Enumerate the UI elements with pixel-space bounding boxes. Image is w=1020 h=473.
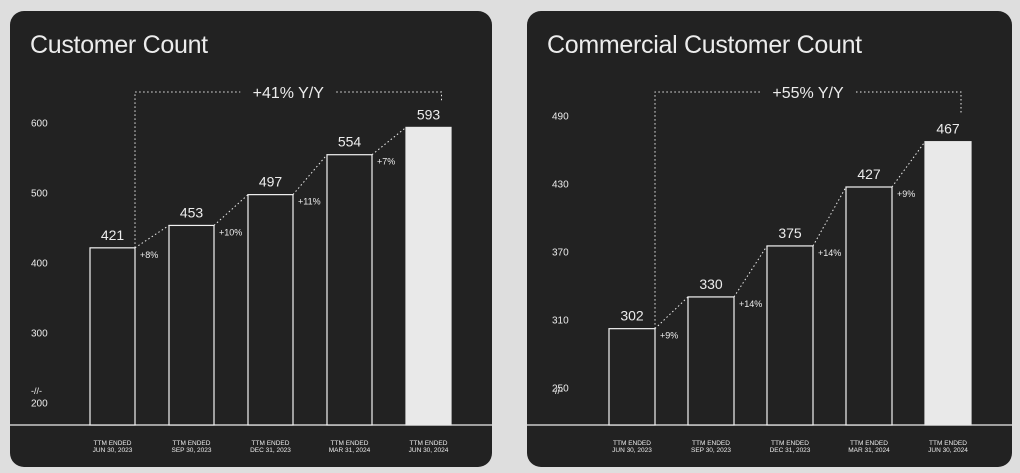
y-tick-label: 400 xyxy=(31,259,48,270)
axis-break-label: -//- xyxy=(31,386,42,396)
bar xyxy=(247,194,294,426)
x-tick-label: MAR 31, 2024 xyxy=(329,447,371,454)
growth-label: +7% xyxy=(377,157,395,167)
bar xyxy=(405,126,452,426)
x-tick-label: TTM ENDED xyxy=(410,440,448,447)
bar-value-label: 593 xyxy=(417,106,441,122)
growth-label: +9% xyxy=(897,189,915,199)
x-tick-label: SEP 30, 2023 xyxy=(172,447,212,454)
growth-connector xyxy=(292,154,328,195)
bar-value-label: 497 xyxy=(259,174,283,190)
growth-label: +8% xyxy=(140,250,158,260)
growth-label: +11% xyxy=(298,197,321,207)
growth-label: +14% xyxy=(818,248,841,258)
x-tick-label: TTM ENDED xyxy=(771,440,809,447)
growth-label: +9% xyxy=(660,331,678,341)
bar-value-label: 302 xyxy=(620,308,644,324)
bar-value-label: 421 xyxy=(101,227,125,243)
y-tick-label: 370 xyxy=(552,248,569,259)
x-tick-label: JUN 30, 2024 xyxy=(928,447,968,454)
commercial-customer-count-panel: Commercial Customer Count 250 310 370 430 49… xyxy=(527,11,1012,467)
growth-connector xyxy=(654,296,689,330)
y-tick-label: 250 xyxy=(552,384,569,395)
axis-break-label: -//- xyxy=(552,386,563,396)
bar xyxy=(766,245,814,426)
bar-value-label: 467 xyxy=(936,121,960,137)
bar xyxy=(687,296,735,426)
x-tick-label: TTM ENDED xyxy=(929,440,967,447)
growth-label: +14% xyxy=(739,299,762,309)
x-tick-label: TTM ENDED xyxy=(94,440,132,447)
bar-value-label: 330 xyxy=(699,276,723,292)
x-tick-label: DEC 31, 2023 xyxy=(250,447,291,454)
bar-value-label: 375 xyxy=(778,225,802,241)
growth-connector xyxy=(812,186,847,247)
growth-label: +10% xyxy=(219,227,242,237)
growth-connector xyxy=(371,127,407,156)
customer-count-panel: Customer Count 200 300 400 500 600 -//- 421 TTM… xyxy=(10,11,492,467)
y-tick-label: 500 xyxy=(31,189,48,200)
x-tick-label: JUN 30, 2024 xyxy=(409,447,449,454)
yoy-bracket xyxy=(134,91,442,248)
y-tick-label: 200 xyxy=(31,399,48,410)
y-tick-label: 300 xyxy=(31,329,48,340)
bar xyxy=(326,154,373,426)
x-tick-label: JUN 30, 2023 xyxy=(93,447,133,454)
growth-connector xyxy=(213,194,249,226)
x-tick-label: TTM ENDED xyxy=(692,440,730,447)
y-tick-label: 600 xyxy=(31,119,48,130)
bar xyxy=(89,247,136,426)
bar xyxy=(608,328,656,426)
yoy-bracket xyxy=(654,91,962,329)
bar xyxy=(168,224,215,426)
y-tick-label: 490 xyxy=(552,112,569,123)
yoy-label: +55% Y/Y xyxy=(772,85,844,102)
yoy-label: +41% Y/Y xyxy=(253,85,325,102)
chart-title: Customer Count xyxy=(30,31,208,59)
growth-connector xyxy=(134,225,170,249)
x-tick-label: TTM ENDED xyxy=(613,440,651,447)
growth-connector xyxy=(891,141,926,188)
x-tick-label: TTM ENDED xyxy=(850,440,888,447)
x-tick-label: TTM ENDED xyxy=(252,440,290,447)
bar-value-label: 453 xyxy=(180,204,204,220)
y-tick-label: 430 xyxy=(552,180,569,191)
bar xyxy=(924,141,972,426)
growth-connector xyxy=(733,245,768,298)
x-tick-label: TTM ENDED xyxy=(173,440,211,447)
x-tick-label: SEP 30, 2023 xyxy=(691,447,731,454)
x-tick-label: TTM ENDED xyxy=(331,440,369,447)
chart-title: Commercial Customer Count xyxy=(547,31,862,59)
x-tick-label: DEC 31, 2023 xyxy=(770,447,811,454)
y-tick-label: 310 xyxy=(552,316,569,327)
bar-value-label: 427 xyxy=(857,166,881,182)
bar-value-label: 554 xyxy=(338,134,362,150)
x-tick-label: JUN 30, 2023 xyxy=(612,447,652,454)
x-tick-label: MAR 31, 2024 xyxy=(848,447,890,454)
bar xyxy=(845,186,893,426)
